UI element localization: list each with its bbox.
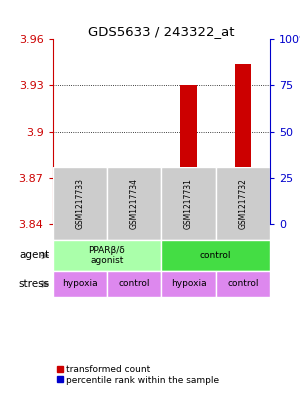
Text: GSM1217734: GSM1217734	[130, 178, 139, 229]
Bar	[216, 271, 270, 297]
Legend: transformed count, percentile rank within the sample: transformed count, percentile rank withi…	[57, 365, 219, 385]
Text: GSM1217732: GSM1217732	[238, 178, 247, 229]
Bar	[52, 167, 107, 240]
Text: control: control	[118, 279, 150, 288]
Bar	[216, 167, 270, 240]
Text: control: control	[227, 279, 259, 288]
Bar	[107, 271, 161, 297]
Text: PPARβ/δ
agonist: PPARβ/δ agonist	[88, 246, 125, 265]
Bar	[52, 271, 107, 297]
Text: GSM1217733: GSM1217733	[75, 178, 84, 229]
Text: GSM1217731: GSM1217731	[184, 178, 193, 229]
Bar	[161, 167, 216, 240]
Text: stress: stress	[18, 279, 50, 289]
Bar	[126, 212, 142, 224]
Bar	[107, 167, 161, 240]
Text: control: control	[200, 251, 231, 260]
Bar	[180, 85, 196, 224]
Text: agent: agent	[20, 250, 50, 261]
Bar	[161, 240, 270, 271]
Bar	[235, 64, 251, 224]
Text: hypoxia: hypoxia	[171, 279, 206, 288]
Text: hypoxia: hypoxia	[62, 279, 98, 288]
Title: GDS5633 / 243322_at: GDS5633 / 243322_at	[88, 25, 235, 38]
Bar	[52, 240, 161, 271]
Bar	[71, 219, 88, 224]
Bar	[161, 271, 216, 297]
